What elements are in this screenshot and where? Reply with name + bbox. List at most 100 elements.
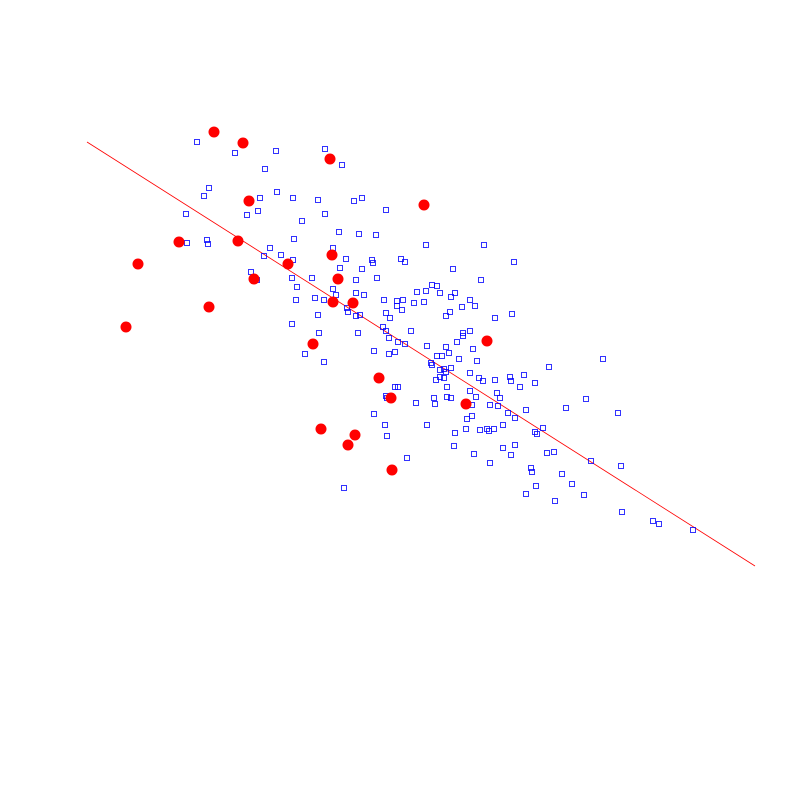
square-point (615, 410, 621, 416)
square-point (486, 428, 492, 434)
circle-point (386, 464, 398, 476)
square-point (255, 208, 261, 214)
square-point (312, 295, 318, 301)
square-point (544, 450, 550, 456)
square-point (370, 260, 376, 266)
square-point (341, 485, 347, 491)
square-point (356, 231, 362, 237)
circle-point (232, 235, 244, 247)
circle-point (173, 236, 185, 248)
square-point (529, 469, 535, 475)
square-point (344, 305, 350, 311)
square-point (447, 309, 453, 315)
square-point (446, 350, 452, 356)
circle-point (385, 392, 397, 404)
square-point (500, 422, 506, 428)
square-point (361, 292, 367, 298)
square-point (257, 195, 263, 201)
square-point (563, 405, 569, 411)
square-point (232, 150, 238, 156)
square-point (439, 353, 445, 359)
square-point (353, 313, 359, 319)
square-point (443, 313, 449, 319)
square-point (437, 367, 443, 373)
square-point (302, 351, 308, 357)
square-point (464, 416, 470, 422)
circle-point (342, 439, 354, 451)
circle-point (347, 297, 359, 309)
circle-point (332, 273, 344, 285)
square-point (443, 344, 449, 350)
square-point (201, 193, 207, 199)
circle-point (120, 321, 132, 333)
square-point (402, 259, 408, 265)
square-point (383, 310, 389, 316)
square-point (581, 492, 587, 498)
square-point (511, 259, 517, 265)
square-point (299, 218, 305, 224)
square-point (431, 395, 437, 401)
square-point (656, 521, 662, 527)
square-marker-layer (183, 139, 696, 533)
square-point (293, 297, 299, 303)
square-point (423, 242, 429, 248)
circle-point (208, 126, 220, 138)
circle-point (349, 429, 361, 441)
square-point (204, 237, 210, 243)
square-point (315, 197, 321, 203)
square-point (492, 315, 498, 321)
square-point (494, 390, 500, 396)
square-point (528, 465, 534, 471)
square-point (450, 266, 456, 272)
square-point (322, 211, 328, 217)
square-point (448, 365, 454, 371)
square-point (521, 372, 527, 378)
square-point (559, 471, 565, 477)
square-point (289, 275, 295, 281)
square-point (473, 394, 479, 400)
square-point (509, 311, 515, 317)
square-point (434, 283, 440, 289)
square-point (384, 433, 390, 439)
square-point (374, 275, 380, 281)
square-point (432, 401, 438, 407)
square-point (508, 378, 514, 384)
square-point (508, 452, 514, 458)
square-point (443, 369, 449, 375)
square-point (392, 349, 398, 355)
circle-point (481, 335, 493, 347)
square-point (336, 229, 342, 235)
square-point (345, 309, 351, 315)
square-point (382, 422, 388, 428)
square-point (452, 430, 458, 436)
square-point (437, 290, 443, 296)
square-point (463, 426, 469, 432)
square-point (477, 427, 483, 433)
circle-point (307, 338, 319, 350)
square-point (373, 232, 379, 238)
circle-point (243, 195, 255, 207)
square-point (387, 315, 393, 321)
square-point (487, 460, 493, 466)
square-point (315, 312, 321, 318)
square-point (534, 431, 540, 437)
square-point (459, 304, 465, 310)
square-point (532, 429, 538, 435)
circle-point (248, 273, 260, 285)
square-point (448, 294, 454, 300)
square-point (414, 289, 420, 295)
square-point (481, 242, 487, 248)
square-point (371, 411, 377, 417)
square-point (480, 378, 486, 384)
square-point (353, 277, 359, 283)
square-point (444, 384, 450, 390)
circle-point (282, 258, 294, 270)
fit-line (86, 141, 756, 567)
square-point (309, 275, 315, 281)
square-point (273, 148, 279, 154)
square-point (413, 400, 419, 406)
square-point (523, 407, 529, 413)
circle-point (460, 398, 472, 410)
square-point (484, 426, 490, 432)
